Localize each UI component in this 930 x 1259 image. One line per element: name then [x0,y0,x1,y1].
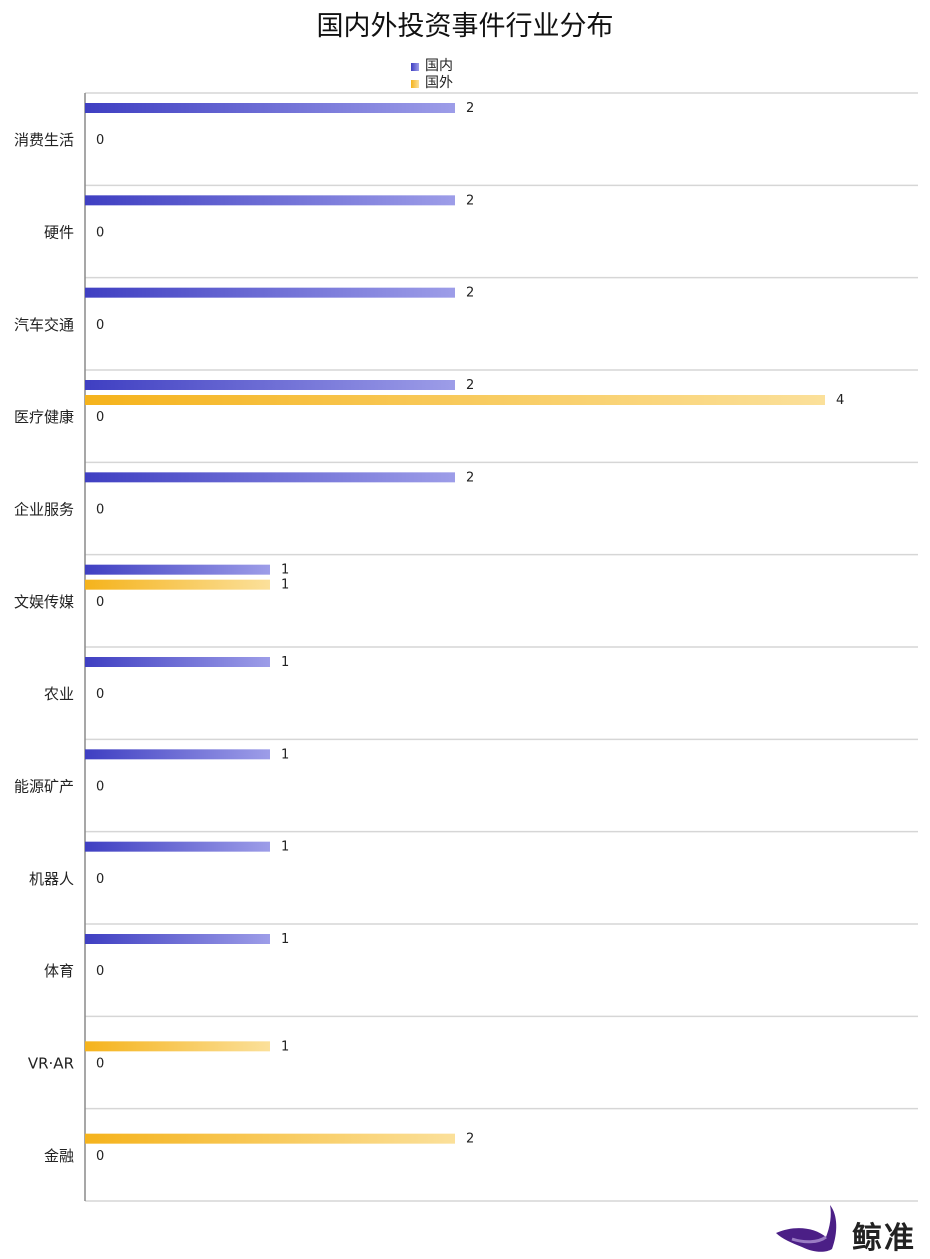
whale-logo-icon [776,1205,837,1252]
data-label-foreign: 2 [466,1132,474,1147]
category-label: 金融 [44,1147,74,1165]
bar-domestic [85,564,270,575]
category-label: 机器人 [29,870,74,888]
data-label-foreign: 4 [836,393,844,408]
bar-domestic [85,195,455,206]
legend-item-domestic[interactable]: 国内 [411,58,453,75]
data-label-domestic: 2 [466,286,474,301]
category-label: VR·AR [28,1055,74,1073]
legend: 国内 国外 [411,58,453,92]
data-label-domestic: 2 [466,378,474,393]
logo-text: 鲸准 [852,1221,916,1256]
bar-foreign [85,1133,455,1144]
zero-label: 0 [96,1057,104,1072]
category-label: 消费生活 [14,131,74,149]
legend-item-foreign[interactable]: 国外 [411,75,453,92]
zero-label: 0 [96,410,104,425]
data-label-domestic: 2 [466,193,474,208]
labels-layer: 消费生活20硬件20汽车交通20医疗健康240企业服务20文娱传媒110农业10… [14,101,844,1165]
data-label-domestic: 2 [466,470,474,485]
zero-label: 0 [96,226,104,241]
bars-layer [85,103,825,1144]
legend-label-domestic: 国内 [425,58,453,74]
bar-domestic [85,103,455,113]
bar-domestic [85,380,455,390]
category-label: 农业 [44,685,74,703]
data-label-domestic: 1 [281,655,289,670]
zero-label: 0 [96,133,104,148]
bar-domestic [85,657,270,667]
legend-swatch-foreign [411,79,419,88]
category-label: 体育 [44,962,74,980]
data-label-foreign: 1 [281,578,289,593]
chart-title: 国内外投资事件行业分布 [316,11,614,42]
category-label: 企业服务 [14,501,74,519]
data-label-domestic: 1 [281,932,289,947]
legend-swatch-domestic [411,62,419,71]
data-label-domestic: 1 [281,747,289,762]
zero-label: 0 [96,595,104,610]
data-label-domestic: 1 [281,840,289,855]
grid-layer [84,92,918,1202]
category-label: 文娱传媒 [14,593,74,611]
zero-label: 0 [96,687,104,702]
bar-domestic [85,841,270,852]
category-label: 能源矿产 [14,778,74,796]
bar-domestic [85,749,270,760]
data-label-domestic: 1 [281,563,289,578]
zero-label: 0 [96,872,104,887]
category-label: 硬件 [44,224,74,242]
bar-foreign [85,395,825,405]
bar-domestic [85,472,455,483]
bar-domestic [85,934,270,944]
data-label-foreign: 1 [281,1039,289,1054]
bar-foreign [85,1041,270,1052]
zero-label: 0 [96,780,104,795]
zero-label: 0 [96,964,104,979]
zero-label: 0 [96,318,104,333]
zero-label: 0 [96,503,104,518]
category-label: 汽车交通 [14,316,74,334]
category-label: 医疗健康 [14,408,74,426]
bar-foreign [85,579,270,590]
data-label-domestic: 2 [466,101,474,116]
zero-label: 0 [96,1149,104,1164]
legend-label-foreign: 国外 [425,75,453,91]
bar-domestic [85,287,455,298]
